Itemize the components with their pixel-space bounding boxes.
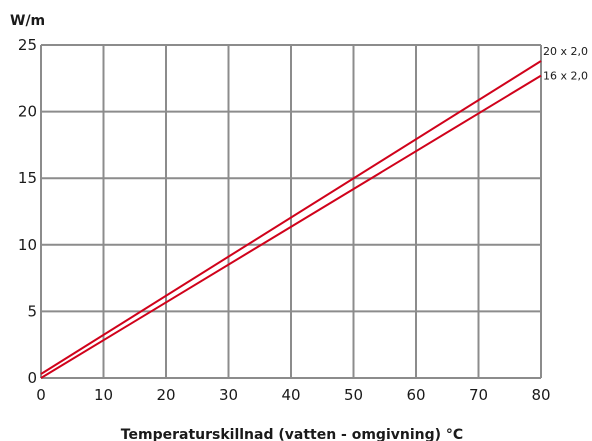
- grid: [40, 44, 542, 379]
- series-label-1: 20 x 2,0: [543, 45, 588, 58]
- x-tick-label: 60: [406, 386, 425, 404]
- x-tick-label: 10: [94, 386, 113, 404]
- x-tick-label: 0: [36, 386, 46, 404]
- y-tick-label: 25: [18, 36, 37, 54]
- x-tick-label: 70: [469, 386, 488, 404]
- series-lines: [40, 60, 542, 379]
- x-axis-ticks: 0 10 20 30 40 50 60 70 80: [36, 386, 550, 404]
- y-axis-ticks: 0 5 10 15 20 25: [18, 36, 37, 387]
- series-labels: 20 x 2,0 16 x 2,0: [543, 45, 588, 83]
- y-tick-label: 0: [27, 369, 37, 387]
- x-tick-label: 50: [344, 386, 363, 404]
- series-label-2: 16 x 2,0: [543, 70, 588, 83]
- x-tick-label: 20: [156, 386, 175, 404]
- y-tick-label: 20: [18, 103, 37, 121]
- series-line-1: [40, 60, 542, 375]
- x-tick-label: 30: [219, 386, 238, 404]
- y-tick-label: 10: [18, 236, 37, 254]
- x-tick-label: 40: [281, 386, 300, 404]
- x-tick-label: 80: [531, 386, 550, 404]
- x-axis-label: Temperaturskillnad (vatten - omgivning) …: [121, 427, 463, 441]
- y-tick-label: 5: [27, 302, 37, 320]
- series-line-2: [40, 74, 542, 379]
- y-tick-label: 15: [18, 169, 37, 187]
- y-axis-label: W/m: [10, 13, 45, 29]
